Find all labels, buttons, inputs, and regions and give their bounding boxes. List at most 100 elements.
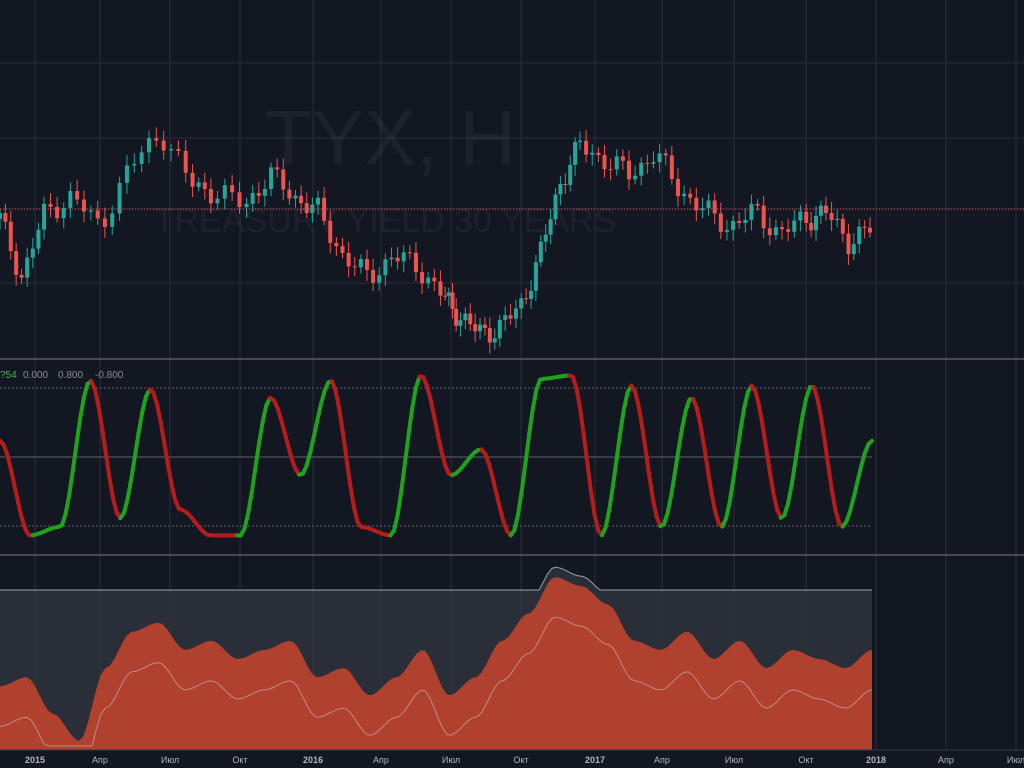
osc-segment-169 — [610, 457, 619, 488]
osc-segment-167 — [603, 507, 612, 530]
osc-segment-180 — [651, 497, 659, 520]
candle-16 — [95, 200, 100, 225]
osc-segment-27 — [92, 387, 101, 409]
candle-body-79 — [482, 324, 487, 329]
candle-body-103 — [608, 169, 613, 171]
candle-111 — [657, 144, 662, 173]
candle-body-15 — [88, 210, 93, 212]
osc-segment-87 — [311, 417, 320, 440]
osc-segment-211 — [764, 446, 772, 475]
x-tick-label-5: Апр — [373, 755, 389, 765]
candle-body-3 — [14, 251, 19, 275]
candle-body-68 — [432, 277, 437, 282]
time-axis[interactable]: 2015 Апр Июл Окт 2016 Апр Июл Окт 2017 Апр Июл Окт 2… — [25, 755, 1024, 765]
candle-body-98 — [578, 140, 582, 142]
candle-116 — [688, 187, 693, 205]
candle-22 — [139, 145, 144, 173]
candle-body-31 — [202, 182, 207, 190]
x-tick-label-13: Апр — [938, 755, 954, 765]
candle-145 — [857, 219, 862, 254]
candle-66 — [420, 262, 425, 294]
candle-body-75 — [463, 313, 468, 321]
osc-segment-234 — [848, 495, 856, 514]
candle-body-8 — [42, 203, 47, 230]
osc-segment-229 — [829, 487, 838, 513]
candle-body-20 — [124, 165, 129, 183]
osc-segment-203 — [735, 427, 743, 457]
candle-103 — [608, 158, 613, 181]
osc-segment-29 — [100, 426, 108, 456]
candle-body-133 — [792, 220, 797, 232]
candle-140 — [829, 201, 834, 232]
candle-body-102 — [602, 155, 607, 170]
candle-44 — [287, 181, 292, 205]
osc-segment-185 — [669, 470, 677, 497]
osc-segment-237 — [859, 451, 867, 469]
candle-body-14 — [82, 199, 86, 212]
candle-body-65 — [413, 252, 418, 273]
candle-56 — [358, 254, 363, 274]
candle-85 — [513, 299, 518, 328]
candle-body-116 — [688, 193, 693, 198]
candle-47 — [304, 192, 309, 219]
candle-69 — [438, 270, 443, 306]
candle-37 — [244, 197, 249, 219]
candle-body-93 — [553, 194, 558, 220]
candle-42 — [275, 158, 280, 178]
candle-body-34 — [222, 185, 227, 199]
candle-body-46 — [299, 195, 304, 204]
osc-segment-193 — [698, 423, 707, 449]
candle-body-55 — [352, 266, 357, 268]
candle-23 — [146, 130, 151, 164]
candle-body-52 — [334, 242, 339, 247]
candle-123 — [731, 215, 736, 241]
x-tick-label-10: Июл — [725, 755, 743, 765]
candle-21 — [132, 153, 137, 173]
candle-body-44 — [287, 189, 292, 199]
osc-segment-176 — [636, 403, 645, 429]
osc-segment-204 — [738, 405, 747, 432]
candle-117 — [694, 187, 699, 222]
candle-body-123 — [731, 220, 736, 230]
candle-body-62 — [395, 257, 400, 262]
osc-segment-95 — [340, 431, 349, 462]
osc-segment-45 — [158, 419, 167, 445]
candle-137 — [814, 206, 819, 242]
candle-body-86 — [519, 298, 524, 309]
osc-segment-98 — [351, 505, 360, 524]
osc-segment-121 — [435, 432, 444, 454]
candle-body-143 — [846, 233, 851, 255]
candle-body-114 — [675, 179, 680, 197]
candle-55 — [352, 257, 357, 277]
candle-body-0 — [0, 213, 2, 219]
candle-57 — [364, 249, 369, 281]
x-tick-label-3: Окт — [232, 755, 247, 765]
candle-body-49 — [316, 197, 320, 205]
osc-segment-113 — [406, 405, 415, 437]
osc-segment-38 — [132, 430, 141, 458]
candle-49 — [316, 190, 320, 215]
candle-101 — [596, 147, 601, 163]
osc-segment-138 — [497, 505, 506, 524]
candle-body-111 — [657, 153, 662, 163]
candle-body-109 — [645, 162, 650, 164]
candle-body-30 — [196, 182, 201, 187]
candle-34 — [222, 178, 227, 210]
x-tick-label-14: Июл — [1007, 755, 1024, 765]
osc-segment-120 — [432, 414, 440, 437]
candle-14 — [82, 190, 86, 223]
osc-segment-93 — [333, 389, 342, 412]
candle-104 — [614, 149, 619, 176]
candle-body-107 — [633, 175, 638, 180]
candle-body-38 — [250, 192, 255, 204]
candle-body-21 — [132, 163, 137, 166]
candle-45 — [293, 190, 298, 208]
candle-body-26 — [169, 149, 174, 151]
osc-segment-184 — [665, 492, 674, 515]
candle-body-106 — [626, 160, 631, 180]
osc-segment-208 — [753, 388, 761, 407]
osc-segment-19 — [63, 492, 72, 516]
candle-130 — [773, 219, 778, 240]
area-indicator — [0, 566, 873, 750]
